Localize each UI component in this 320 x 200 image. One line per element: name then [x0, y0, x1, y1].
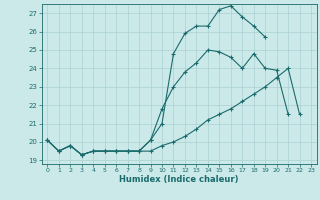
X-axis label: Humidex (Indice chaleur): Humidex (Indice chaleur) [119, 175, 239, 184]
